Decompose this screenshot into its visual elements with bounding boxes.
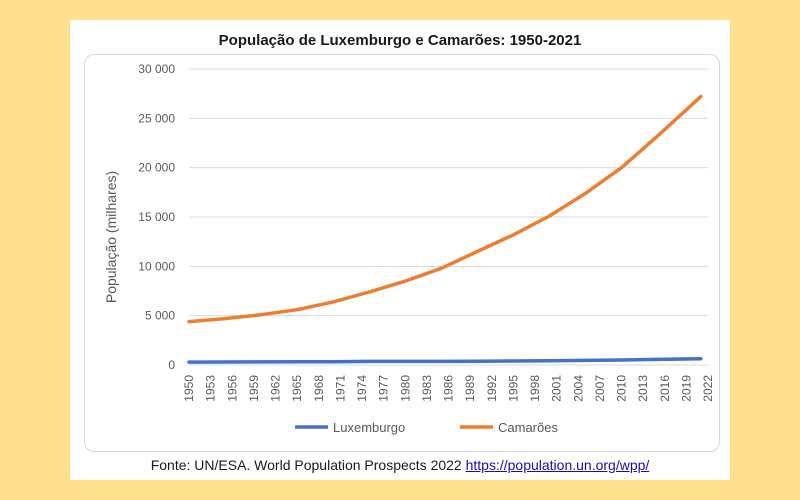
y-tick-label: 25 000 — [138, 111, 175, 125]
x-tick-label: 2007 — [593, 375, 607, 402]
x-tick-label: 2001 — [550, 375, 564, 402]
x-tick-label: 2016 — [658, 375, 672, 402]
chart-card: População de Luxemburgo e Camarões: 1950… — [70, 20, 730, 480]
x-tick-label: 1995 — [506, 375, 520, 402]
gridlines — [189, 68, 708, 366]
x-tick-label: 1956 — [225, 375, 239, 402]
y-tick-label: 10 000 — [138, 259, 175, 273]
x-tick-label: 1953 — [204, 375, 218, 402]
x-tick-label: 1968 — [312, 375, 326, 402]
y-tick-label: 15 000 — [138, 210, 175, 224]
series-line-camarões — [187, 94, 703, 324]
y-tick-label: 5 000 — [145, 309, 175, 323]
x-tick-labels: 1950 1953 1956 1959 1962 1965 1968 1971 1974 1977… — [182, 375, 715, 402]
x-tick-label: 2010 — [615, 375, 629, 402]
x-tick-label: 2019 — [679, 375, 693, 402]
x-tick-label: 2022 — [701, 375, 715, 402]
x-tick-label: 1959 — [247, 375, 261, 402]
y-axis-label: População (milhares) — [103, 171, 119, 303]
x-tick-label: 1974 — [355, 375, 369, 402]
y-tick-labels: 0 5 000 10 000 15 000 20 000 25 000 30 000 — [138, 62, 175, 372]
x-tick-label: 1950 — [182, 375, 196, 402]
legend-label: Luxemburgo — [333, 420, 405, 435]
x-tick-label: 2004 — [571, 375, 585, 402]
line-chart: 0 5 000 10 000 15 000 20 000 25 000 30 000 195… — [103, 62, 715, 435]
x-tick-label: 1977 — [377, 375, 391, 402]
x-tick-label: 1980 — [398, 375, 412, 402]
y-tick-label: 20 000 — [138, 161, 175, 175]
x-tick-label: 1986 — [442, 375, 456, 402]
x-tick-label: 1965 — [290, 375, 304, 402]
source-note: Fonte: UN/ESA. World Population Prospect… — [70, 457, 730, 473]
x-tick-label: 1983 — [420, 375, 434, 402]
legend-label: Camarões — [498, 420, 558, 435]
source-text: Fonte: UN/ESA. World Population Prospect… — [150, 457, 466, 473]
plot-frame — [84, 54, 720, 452]
x-tick-label: 1992 — [485, 375, 499, 402]
x-tick-label: 1962 — [269, 375, 283, 402]
legend: Luxemburgo Camarões — [295, 420, 558, 435]
x-tick-label: 1971 — [333, 375, 347, 402]
x-tick-label: 1989 — [463, 375, 477, 402]
chart-title: População de Luxemburgo e Camarões: 1950… — [218, 32, 582, 49]
series-lines — [187, 94, 703, 364]
y-tick-label: 0 — [168, 358, 175, 372]
series-line-luxemburgo — [187, 356, 703, 364]
y-tick-label: 30 000 — [138, 62, 175, 76]
x-tick-label: 2013 — [636, 375, 650, 402]
source-link[interactable]: https://population.un.org/wpp/ — [465, 457, 650, 473]
x-tick-label: 1998 — [528, 375, 542, 402]
